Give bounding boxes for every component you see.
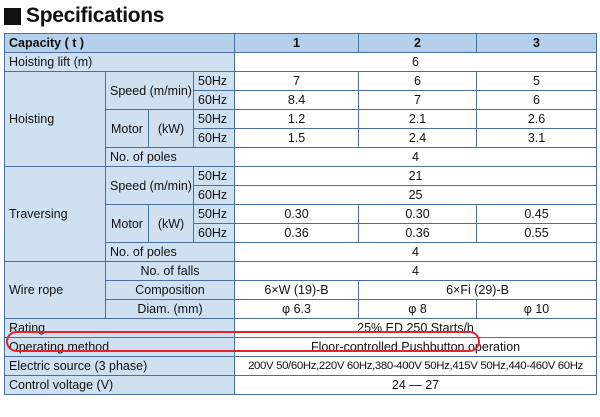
table-row: Electric source (3 phase) 200V 50/60Hz,2… <box>3 356 598 376</box>
hoisting-motor-50-1: 1.2 <box>234 109 360 129</box>
hoisting-speed-label: Speed (m/min) <box>105 71 194 110</box>
composition-label: Composition <box>104 280 236 300</box>
table-row: Hoisting lift (m) 6 <box>3 52 598 72</box>
traversing-speed-50-value: 21 <box>234 166 598 186</box>
traversing-poles-label: No. of poles <box>104 242 236 262</box>
hoisting-speed-50hz: 50Hz <box>192 71 236 91</box>
header-col-3: 3 <box>476 33 598 53</box>
traversing-motor-50-1: 0.30 <box>234 204 360 224</box>
traversing-motor-50-2: 0.30 <box>358 204 478 224</box>
rating-label: Rating <box>3 318 236 338</box>
traversing-speed-60-value: 25 <box>234 185 598 205</box>
hoisting-motor-50-3: 2.6 <box>476 109 598 129</box>
hoisting-poles-label: No. of poles <box>104 147 236 167</box>
hoisting-lift-label: Hoisting lift (m) <box>3 52 236 72</box>
traversing-motor-unit: (kW) <box>148 204 194 243</box>
traversing-speed-label: Speed (m/min) <box>105 166 194 205</box>
control-value: 24 — 27 <box>234 375 598 395</box>
hoisting-motor-60-1: 1.5 <box>234 128 360 148</box>
electric-value: 200V 50/60Hz,220V 60Hz,380-400V 50Hz,415… <box>234 356 598 376</box>
header-capacity: Capacity ( t ) <box>3 33 236 53</box>
hoisting-motor-50hz: 50Hz <box>192 109 236 129</box>
hoisting-speed-60-3: 6 <box>476 90 598 110</box>
diam-value-2: φ 8 <box>358 299 478 319</box>
traversing-motor-60hz: 60Hz <box>192 223 236 243</box>
square-bullet-icon <box>4 7 21 25</box>
table-row: Capacity ( t ) 1 2 3 <box>3 33 598 53</box>
control-label: Control voltage (V) <box>3 375 236 395</box>
operating-label: Operating method <box>3 337 236 357</box>
hoisting-speed-60-1: 8.4 <box>234 90 360 110</box>
hoisting-speed-60-2: 7 <box>358 90 478 110</box>
table-row: Wire rope No. of falls 4 <box>4 261 598 319</box>
table-row: Composition 6×W (19)-B 6×Fi (29)-B <box>5 280 598 300</box>
operating-value: Floor-controlled Pushbutton operation <box>234 337 598 357</box>
table-row: Operating method Floor-controlled Pushbu… <box>3 337 598 357</box>
table-row: 60Hz 0.36 0.36 0.55 <box>5 223 598 243</box>
traversing-label: Traversing <box>4 166 106 262</box>
composition-value-2-3: 6×Fi (29)-B <box>358 280 598 300</box>
falls-value: 4 <box>234 261 598 281</box>
traversing-speed-50hz: 50Hz <box>192 166 236 186</box>
diam-label: Diam. (mm) <box>104 299 236 319</box>
hoisting-speed-60hz: 60Hz <box>192 90 236 110</box>
table-row: No. of poles 4 <box>5 147 598 167</box>
electric-label: Electric source (3 phase) <box>3 356 236 376</box>
traversing-motor-60-3: 0.55 <box>476 223 598 243</box>
hoisting-motor-label: Motor <box>105 109 149 148</box>
diam-value-1: φ 6.3 <box>234 299 360 319</box>
falls-label: No. of falls <box>104 261 236 281</box>
table-row: 60Hz 8.4 7 6 <box>5 90 598 110</box>
table-row: Rating 25% ED 250 Starts/h <box>3 318 598 338</box>
traversing-speed-60hz: 60Hz <box>192 185 236 205</box>
traversing-motor-60-1: 0.36 <box>234 223 360 243</box>
spec-table: Capacity ( t ) 1 2 3 Hoisting lift (m) 6… <box>3 33 598 395</box>
hoisting-speed-50-1: 7 <box>234 71 360 91</box>
hoisting-motor-60-2: 2.4 <box>358 128 478 148</box>
composition-value-1: 6×W (19)-B <box>234 280 360 300</box>
hoisting-label: Hoisting <box>4 71 106 167</box>
hoisting-motor-60hz: 60Hz <box>192 128 236 148</box>
traversing-motor-50-3: 0.45 <box>476 204 598 224</box>
hoisting-lift-value: 6 <box>234 52 598 72</box>
hoisting-motor-unit: (kW) <box>148 109 194 148</box>
traversing-motor-label: Motor <box>105 204 149 243</box>
wire-rope-label: Wire rope <box>4 261 106 319</box>
header-col-1: 1 <box>234 33 360 53</box>
table-row: Control voltage (V) 24 — 27 <box>3 375 598 395</box>
diam-value-3: φ 10 <box>476 299 598 319</box>
hoisting-speed-50-2: 6 <box>358 71 478 91</box>
table-row: Traversing Speed (m/min) 50Hz 21 <box>4 166 598 262</box>
hoisting-poles-value: 4 <box>234 147 598 167</box>
traversing-motor-60-2: 0.36 <box>358 223 478 243</box>
table-row: 60Hz 25 <box>5 185 598 205</box>
hoisting-motor-50-2: 2.1 <box>358 109 478 129</box>
table-row: Hoisting Speed (m/min) 50Hz 7 6 5 <box>4 71 598 167</box>
table-row: Motor (kW) 50Hz 1.2 2.1 2.6 <box>5 109 598 148</box>
hoisting-speed-50-3: 5 <box>476 71 598 91</box>
section-heading: Specifications <box>4 3 164 29</box>
page-title: Specifications <box>26 4 165 27</box>
hoisting-motor-60-3: 3.1 <box>476 128 598 148</box>
header-col-2: 2 <box>358 33 478 53</box>
rating-value: 25% ED 250 Starts/h <box>234 318 598 338</box>
traversing-motor-50hz: 50Hz <box>192 204 236 224</box>
traversing-poles-value: 4 <box>234 242 598 262</box>
